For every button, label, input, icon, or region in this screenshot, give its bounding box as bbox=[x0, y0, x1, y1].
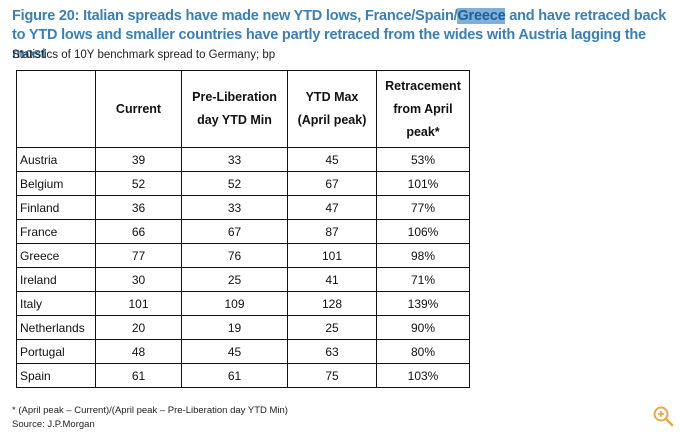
value-cell: 41 bbox=[287, 267, 377, 292]
value-cell: 36 bbox=[95, 195, 182, 220]
value-cell: 33 bbox=[181, 195, 288, 220]
country-cell: Austria bbox=[16, 147, 96, 172]
header-current: Current bbox=[95, 70, 182, 148]
country-cell: Greece bbox=[16, 243, 96, 268]
value-cell: 76 bbox=[181, 243, 288, 268]
value-cell: 71% bbox=[376, 267, 470, 292]
value-cell: 109 bbox=[181, 291, 288, 316]
figure-title: Figure 20: Italian spreads have made new… bbox=[12, 7, 672, 64]
value-cell: 61 bbox=[181, 363, 288, 388]
value-cell: 106% bbox=[376, 219, 470, 244]
country-cell: France bbox=[16, 219, 96, 244]
value-cell: 87 bbox=[287, 219, 377, 244]
table-header-row: Current Pre-Liberation day YTD Min YTD M… bbox=[16, 70, 470, 148]
value-cell: 45 bbox=[287, 147, 377, 172]
zoom-in-icon[interactable] bbox=[652, 405, 674, 427]
value-cell: 128 bbox=[287, 291, 377, 316]
value-cell: 67 bbox=[287, 171, 377, 196]
spreads-table: Current Pre-Liberation day YTD Min YTD M… bbox=[16, 70, 470, 388]
value-cell: 25 bbox=[287, 315, 377, 340]
table-row: Portugal 48 45 63 80% bbox=[16, 339, 470, 364]
value-cell: 39 bbox=[95, 147, 182, 172]
footnote: * (April peak – Current)/(April peak – P… bbox=[12, 405, 288, 416]
value-cell: 61 bbox=[95, 363, 182, 388]
figure-subtitle: Statistics of 10Y benchmark spread to Ge… bbox=[12, 49, 276, 61]
country-cell: Netherlands bbox=[16, 315, 96, 340]
header-country bbox=[16, 70, 96, 148]
table-row: Finland 36 33 47 77% bbox=[16, 195, 470, 220]
value-cell: 80% bbox=[376, 339, 470, 364]
value-cell: 30 bbox=[95, 267, 182, 292]
source-note: Source: J.P.Morgan bbox=[12, 419, 95, 430]
value-cell: 101% bbox=[376, 171, 470, 196]
title-part-1: Figure 20: Italian spreads have made new… bbox=[12, 8, 458, 24]
value-cell: 20 bbox=[95, 315, 182, 340]
country-cell: Finland bbox=[16, 195, 96, 220]
table-row: Austria 39 33 45 53% bbox=[16, 147, 470, 172]
value-cell: 90% bbox=[376, 315, 470, 340]
table-body: Austria 39 33 45 53% Belgium 52 52 67 101% Finland… bbox=[16, 147, 470, 388]
value-cell: 19 bbox=[181, 315, 288, 340]
value-cell: 66 bbox=[95, 219, 182, 244]
title-part-2: and have retraced back to YTD lows and s… bbox=[12, 8, 667, 62]
country-cell: Ireland bbox=[16, 267, 96, 292]
value-cell: 101 bbox=[287, 243, 377, 268]
value-cell: 101 bbox=[95, 291, 182, 316]
value-cell: 98% bbox=[376, 243, 470, 268]
value-cell: 103% bbox=[376, 363, 470, 388]
table-row: France 66 67 87 106% bbox=[16, 219, 470, 244]
table-row: Italy 101 109 128 139% bbox=[16, 291, 470, 316]
value-cell: 77% bbox=[376, 195, 470, 220]
value-cell: 25 bbox=[181, 267, 288, 292]
table-row: Greece 77 76 101 98% bbox=[16, 243, 470, 268]
value-cell: 67 bbox=[181, 219, 288, 244]
country-cell: Belgium bbox=[16, 171, 96, 196]
value-cell: 48 bbox=[95, 339, 182, 364]
header-ytd-max: YTD Max (April peak) bbox=[287, 70, 377, 148]
table-row: Netherlands 20 19 25 90% bbox=[16, 315, 470, 340]
value-cell: 53% bbox=[376, 147, 470, 172]
value-cell: 33 bbox=[181, 147, 288, 172]
value-cell: 47 bbox=[287, 195, 377, 220]
country-cell: Spain bbox=[16, 363, 96, 388]
value-cell: 52 bbox=[95, 171, 182, 196]
table-row: Ireland 30 25 41 71% bbox=[16, 267, 470, 292]
value-cell: 63 bbox=[287, 339, 377, 364]
country-cell: Italy bbox=[16, 291, 96, 316]
value-cell: 52 bbox=[181, 171, 288, 196]
value-cell: 139% bbox=[376, 291, 470, 316]
country-cell: Portugal bbox=[16, 339, 96, 364]
value-cell: 75 bbox=[287, 363, 377, 388]
table-row: Belgium 52 52 67 101% bbox=[16, 171, 470, 196]
value-cell: 45 bbox=[181, 339, 288, 364]
header-ytd-min: Pre-Liberation day YTD Min bbox=[181, 70, 288, 148]
value-cell: 77 bbox=[95, 243, 182, 268]
table-row: Spain 61 61 75 103% bbox=[16, 363, 470, 388]
title-highlight: Greece bbox=[457, 8, 506, 24]
header-retracement: Retracement from April peak* bbox=[376, 70, 470, 148]
